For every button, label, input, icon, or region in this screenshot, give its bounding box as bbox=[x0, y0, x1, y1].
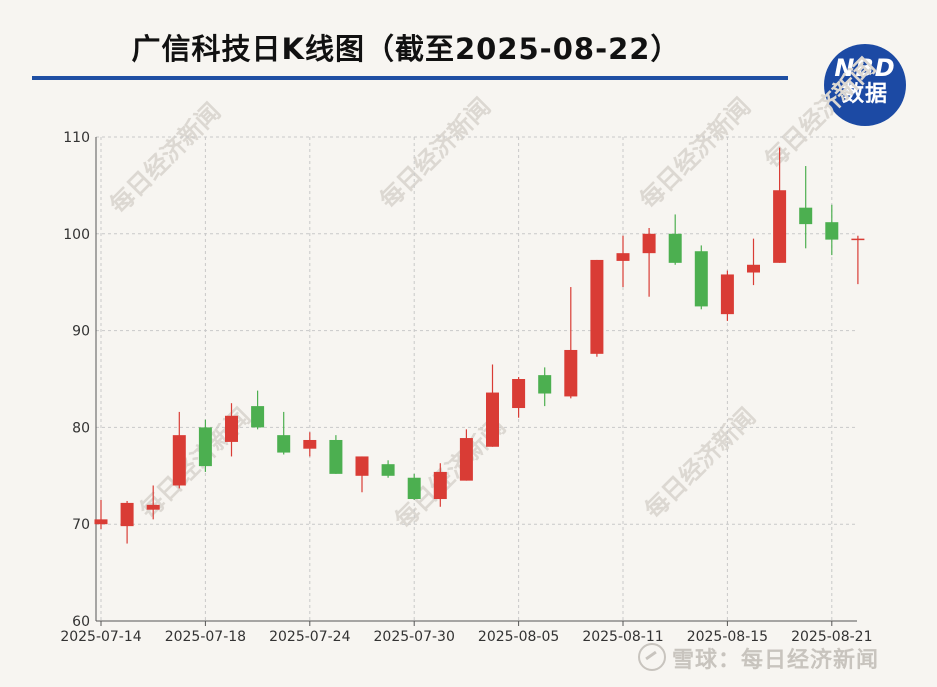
watermark-text: 每日经济新闻 bbox=[104, 98, 226, 220]
candle-2025-08-07 bbox=[564, 287, 578, 399]
candle-body bbox=[747, 264, 760, 273]
candle-body bbox=[251, 406, 265, 428]
candle-body bbox=[538, 375, 552, 394]
candle-body bbox=[694, 251, 708, 307]
candle-2025-07-28 bbox=[355, 456, 369, 493]
footer-credit: 雪球：每日经济新闻 bbox=[638, 642, 879, 674]
candle-body bbox=[277, 435, 291, 453]
chart-title: 广信科技日K线图（截至2025-08-22） bbox=[131, 32, 681, 66]
y-tick-label: 70 bbox=[72, 517, 90, 533]
x-tick-label: 2025-08-21 bbox=[791, 629, 872, 645]
candle-2025-07-29 bbox=[381, 460, 395, 478]
candle-body bbox=[486, 392, 499, 447]
candle-body bbox=[851, 238, 865, 241]
candle-2025-07-22 bbox=[251, 390, 265, 430]
candle-body bbox=[381, 464, 395, 476]
candle-2025-07-31 bbox=[433, 463, 447, 507]
candle-body bbox=[720, 274, 734, 315]
x-tick-label: 2025-07-14 bbox=[60, 629, 141, 645]
x-tick-label: 2025-07-18 bbox=[165, 629, 246, 645]
candle-2025-07-14 bbox=[94, 500, 108, 530]
candle-body bbox=[407, 477, 421, 500]
xueqiu-icon bbox=[638, 643, 666, 671]
x-tick-label: 2025-07-30 bbox=[374, 629, 455, 645]
title-underline bbox=[32, 76, 788, 80]
candle-body bbox=[616, 253, 630, 261]
candles-layer bbox=[94, 147, 865, 544]
candle-body bbox=[172, 435, 186, 486]
candle-2025-08-13 bbox=[668, 214, 682, 265]
candle-2025-08-18 bbox=[747, 238, 760, 286]
candle-2025-08-11 bbox=[616, 235, 630, 288]
x-tick-label: 2025-08-11 bbox=[582, 629, 663, 645]
x-tick-label: 2025-08-05 bbox=[478, 629, 559, 645]
candle-2025-07-18 bbox=[198, 419, 212, 472]
candle-body bbox=[564, 349, 578, 397]
candle-2025-08-08 bbox=[590, 259, 604, 357]
candle-body bbox=[459, 438, 473, 481]
candle-2025-08-14 bbox=[694, 245, 708, 310]
candle-body bbox=[642, 233, 656, 254]
axes-layer: 60 70 80 90 100 110 2025-07-14 2025-07-18 2025-0… bbox=[60, 130, 872, 645]
nbd-logo: NBD 数据 bbox=[824, 44, 906, 126]
y-tick-label: 80 bbox=[72, 420, 90, 436]
candle-body bbox=[146, 504, 160, 510]
candle-2025-08-21 bbox=[825, 204, 839, 256]
y-tick-label: 60 bbox=[72, 614, 90, 630]
watermark-text: 每日经济新闻 bbox=[759, 53, 881, 175]
logo-line2: 数据 bbox=[841, 82, 888, 107]
candle-2025-08-12 bbox=[642, 227, 656, 297]
watermark-text: 每日经济新闻 bbox=[634, 93, 756, 215]
candle-2025-08-04 bbox=[486, 364, 499, 447]
candle-2025-08-19 bbox=[773, 147, 787, 263]
candle-2025-08-05 bbox=[512, 377, 526, 418]
y-tick-label: 90 bbox=[72, 324, 90, 340]
candle-body bbox=[590, 259, 604, 354]
candle-body bbox=[668, 233, 682, 263]
watermark-text: 每日经济新闻 bbox=[639, 403, 761, 525]
logo-line1: NBD bbox=[834, 54, 896, 82]
candle-body bbox=[225, 415, 238, 442]
candle-2025-07-16 bbox=[146, 485, 160, 520]
candle-body bbox=[303, 439, 317, 449]
candle-body bbox=[799, 207, 813, 225]
footer-text: 雪球：每日经济新闻 bbox=[672, 648, 880, 673]
x-tick-label: 2025-08-15 bbox=[687, 629, 768, 645]
candle-body bbox=[825, 222, 839, 240]
x-tick-label: 2025-07-24 bbox=[269, 629, 350, 645]
candle-body bbox=[355, 456, 369, 476]
y-tick-label: 110 bbox=[63, 130, 90, 146]
candle-2025-07-24 bbox=[303, 432, 317, 457]
candle-2025-08-01 bbox=[459, 429, 473, 481]
candle-body bbox=[94, 519, 108, 525]
y-tick-label: 100 bbox=[63, 227, 90, 243]
candle-2025-08-20 bbox=[799, 166, 813, 249]
candle-body bbox=[120, 502, 134, 527]
candle-body bbox=[433, 471, 447, 500]
grid-layer bbox=[96, 136, 857, 621]
candle-body bbox=[329, 439, 343, 474]
candle-2025-07-21 bbox=[225, 403, 238, 457]
candle-body bbox=[198, 427, 212, 467]
candle-2025-07-17 bbox=[172, 411, 186, 489]
candle-2025-08-22 bbox=[851, 235, 865, 285]
candle-body bbox=[512, 379, 526, 409]
candle-body bbox=[773, 190, 787, 263]
candle-2025-07-30 bbox=[407, 473, 421, 500]
candle-2025-07-25 bbox=[329, 435, 343, 474]
candle-2025-07-15 bbox=[120, 500, 134, 544]
candle-2025-07-23 bbox=[277, 411, 291, 455]
candle-2025-08-06 bbox=[538, 367, 552, 407]
watermark-text: 每日经济新闻 bbox=[374, 93, 496, 215]
candle-2025-08-15 bbox=[720, 270, 734, 321]
